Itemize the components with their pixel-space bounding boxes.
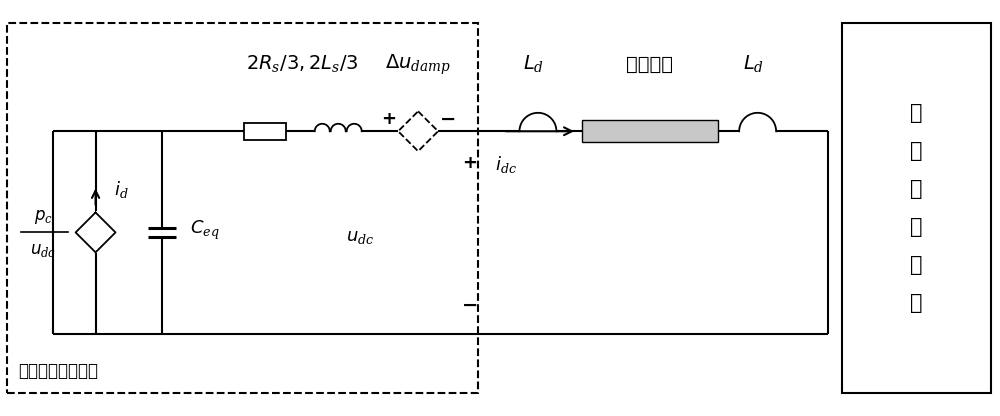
Text: +: + — [463, 154, 478, 172]
Text: −: − — [440, 110, 456, 129]
Text: −: − — [462, 296, 478, 315]
Text: $p_\mathregular{c}$: $p_\mathregular{c}$ — [34, 208, 53, 226]
Text: $u_\mathregular{dc}$: $u_\mathregular{dc}$ — [346, 228, 374, 246]
Bar — [244, 123, 286, 140]
Text: 站: 站 — [910, 293, 923, 313]
Text: $L_\mathregular{d}$: $L_\mathregular{d}$ — [743, 54, 764, 75]
Text: 直: 直 — [910, 141, 923, 161]
Text: 直流线路: 直流线路 — [626, 55, 673, 74]
Text: +: + — [381, 110, 396, 128]
Bar — [7, 22, 478, 394]
Bar — [582, 120, 718, 142]
Text: 定功率站等效模型: 定功率站等效模型 — [19, 362, 99, 381]
Text: $2R_\mathregular{s}$$/3,2L_\mathregular{s}/3$: $2R_\mathregular{s}$$/3,2L_\mathregular{… — [246, 54, 359, 75]
Text: 流: 流 — [910, 179, 923, 199]
Text: $i_\mathregular{dc}$: $i_\mathregular{dc}$ — [495, 154, 517, 175]
Text: $i_\mathregular{d}$: $i_\mathregular{d}$ — [114, 179, 129, 200]
Bar — [842, 22, 991, 394]
Text: $L_\mathregular{d}$: $L_\mathregular{d}$ — [523, 54, 544, 75]
Text: $C_\mathregular{eq}$: $C_\mathregular{eq}$ — [190, 219, 219, 242]
Text: 电: 电 — [910, 217, 923, 237]
Text: 压: 压 — [910, 255, 923, 275]
Text: $\Delta u_\mathregular{damp}$: $\Delta u_\mathregular{damp}$ — [385, 52, 451, 77]
Text: 定: 定 — [910, 103, 923, 123]
Text: $u_\mathregular{dc}$: $u_\mathregular{dc}$ — [30, 242, 57, 259]
